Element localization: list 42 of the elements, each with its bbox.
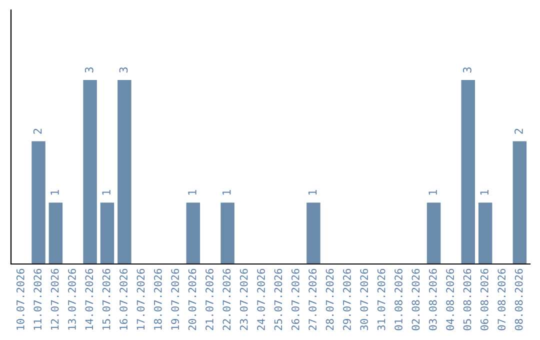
x-tick-label: 11.07.2026	[34, 268, 42, 330]
x-tick-label: 29.07.2026	[343, 268, 351, 330]
data-label: 1	[188, 190, 196, 195]
x-tick-label: 22.07.2026	[222, 268, 231, 330]
x-tick-label: 12.07.2026	[50, 268, 59, 330]
data-label: 1	[222, 190, 231, 195]
data-label: 1	[102, 190, 110, 195]
x-tick-label: 20.07.2026	[188, 268, 196, 330]
data-label: 2	[33, 128, 42, 134]
x-tick-label: 04.08.2026	[446, 268, 454, 330]
x-tick-label: 10.07.2026	[16, 268, 24, 330]
x-tick-label: 02.08.2026	[412, 268, 420, 330]
x-tick-label: 30.07.2026	[360, 268, 368, 330]
x-tick-label: 15.07.2026	[102, 268, 110, 330]
data-label: 3	[84, 67, 94, 73]
x-tick-label: 01.08.2026	[394, 268, 402, 330]
x-tick-label: 08.08.2026	[514, 268, 523, 330]
x-tick-label: 14.07.2026	[85, 268, 94, 330]
x-tick-label: 21.07.2026	[206, 268, 214, 330]
x-tick-label: 28.07.2026	[326, 268, 334, 330]
x-tick-label: 18.07.2026	[154, 268, 162, 330]
data-label: 3	[462, 67, 472, 73]
data-label: 1	[480, 190, 488, 195]
x-tick-label: 19.07.2026	[171, 268, 180, 330]
x-tick-label: 25.07.2026	[274, 268, 282, 330]
x-tick-label: 03.08.2026	[428, 268, 437, 330]
x-tick-label: 27.07.2026	[308, 268, 317, 330]
x-tick-label: 24.07.2026	[257, 268, 265, 330]
data-label: 1	[308, 190, 317, 195]
x-tick-label: 13.07.2026	[68, 268, 76, 330]
data-label: 3	[119, 67, 128, 73]
data-label: 1	[428, 190, 437, 195]
data-label: 2	[514, 128, 523, 134]
x-tick-label: 31.07.2026	[377, 268, 386, 330]
x-tick-label: 26.07.2026	[291, 268, 300, 330]
x-tick-label: 05.08.2026	[463, 268, 472, 330]
x-tick-label: 16.07.2026	[120, 268, 128, 330]
data-label: 1	[50, 190, 59, 195]
x-tick-label: 06.08.2026	[480, 268, 488, 330]
x-tick-label: 23.07.2026	[240, 268, 248, 330]
x-tick-label: 07.08.2026	[498, 268, 506, 330]
x-tick-label: 17.07.2026	[136, 268, 145, 330]
